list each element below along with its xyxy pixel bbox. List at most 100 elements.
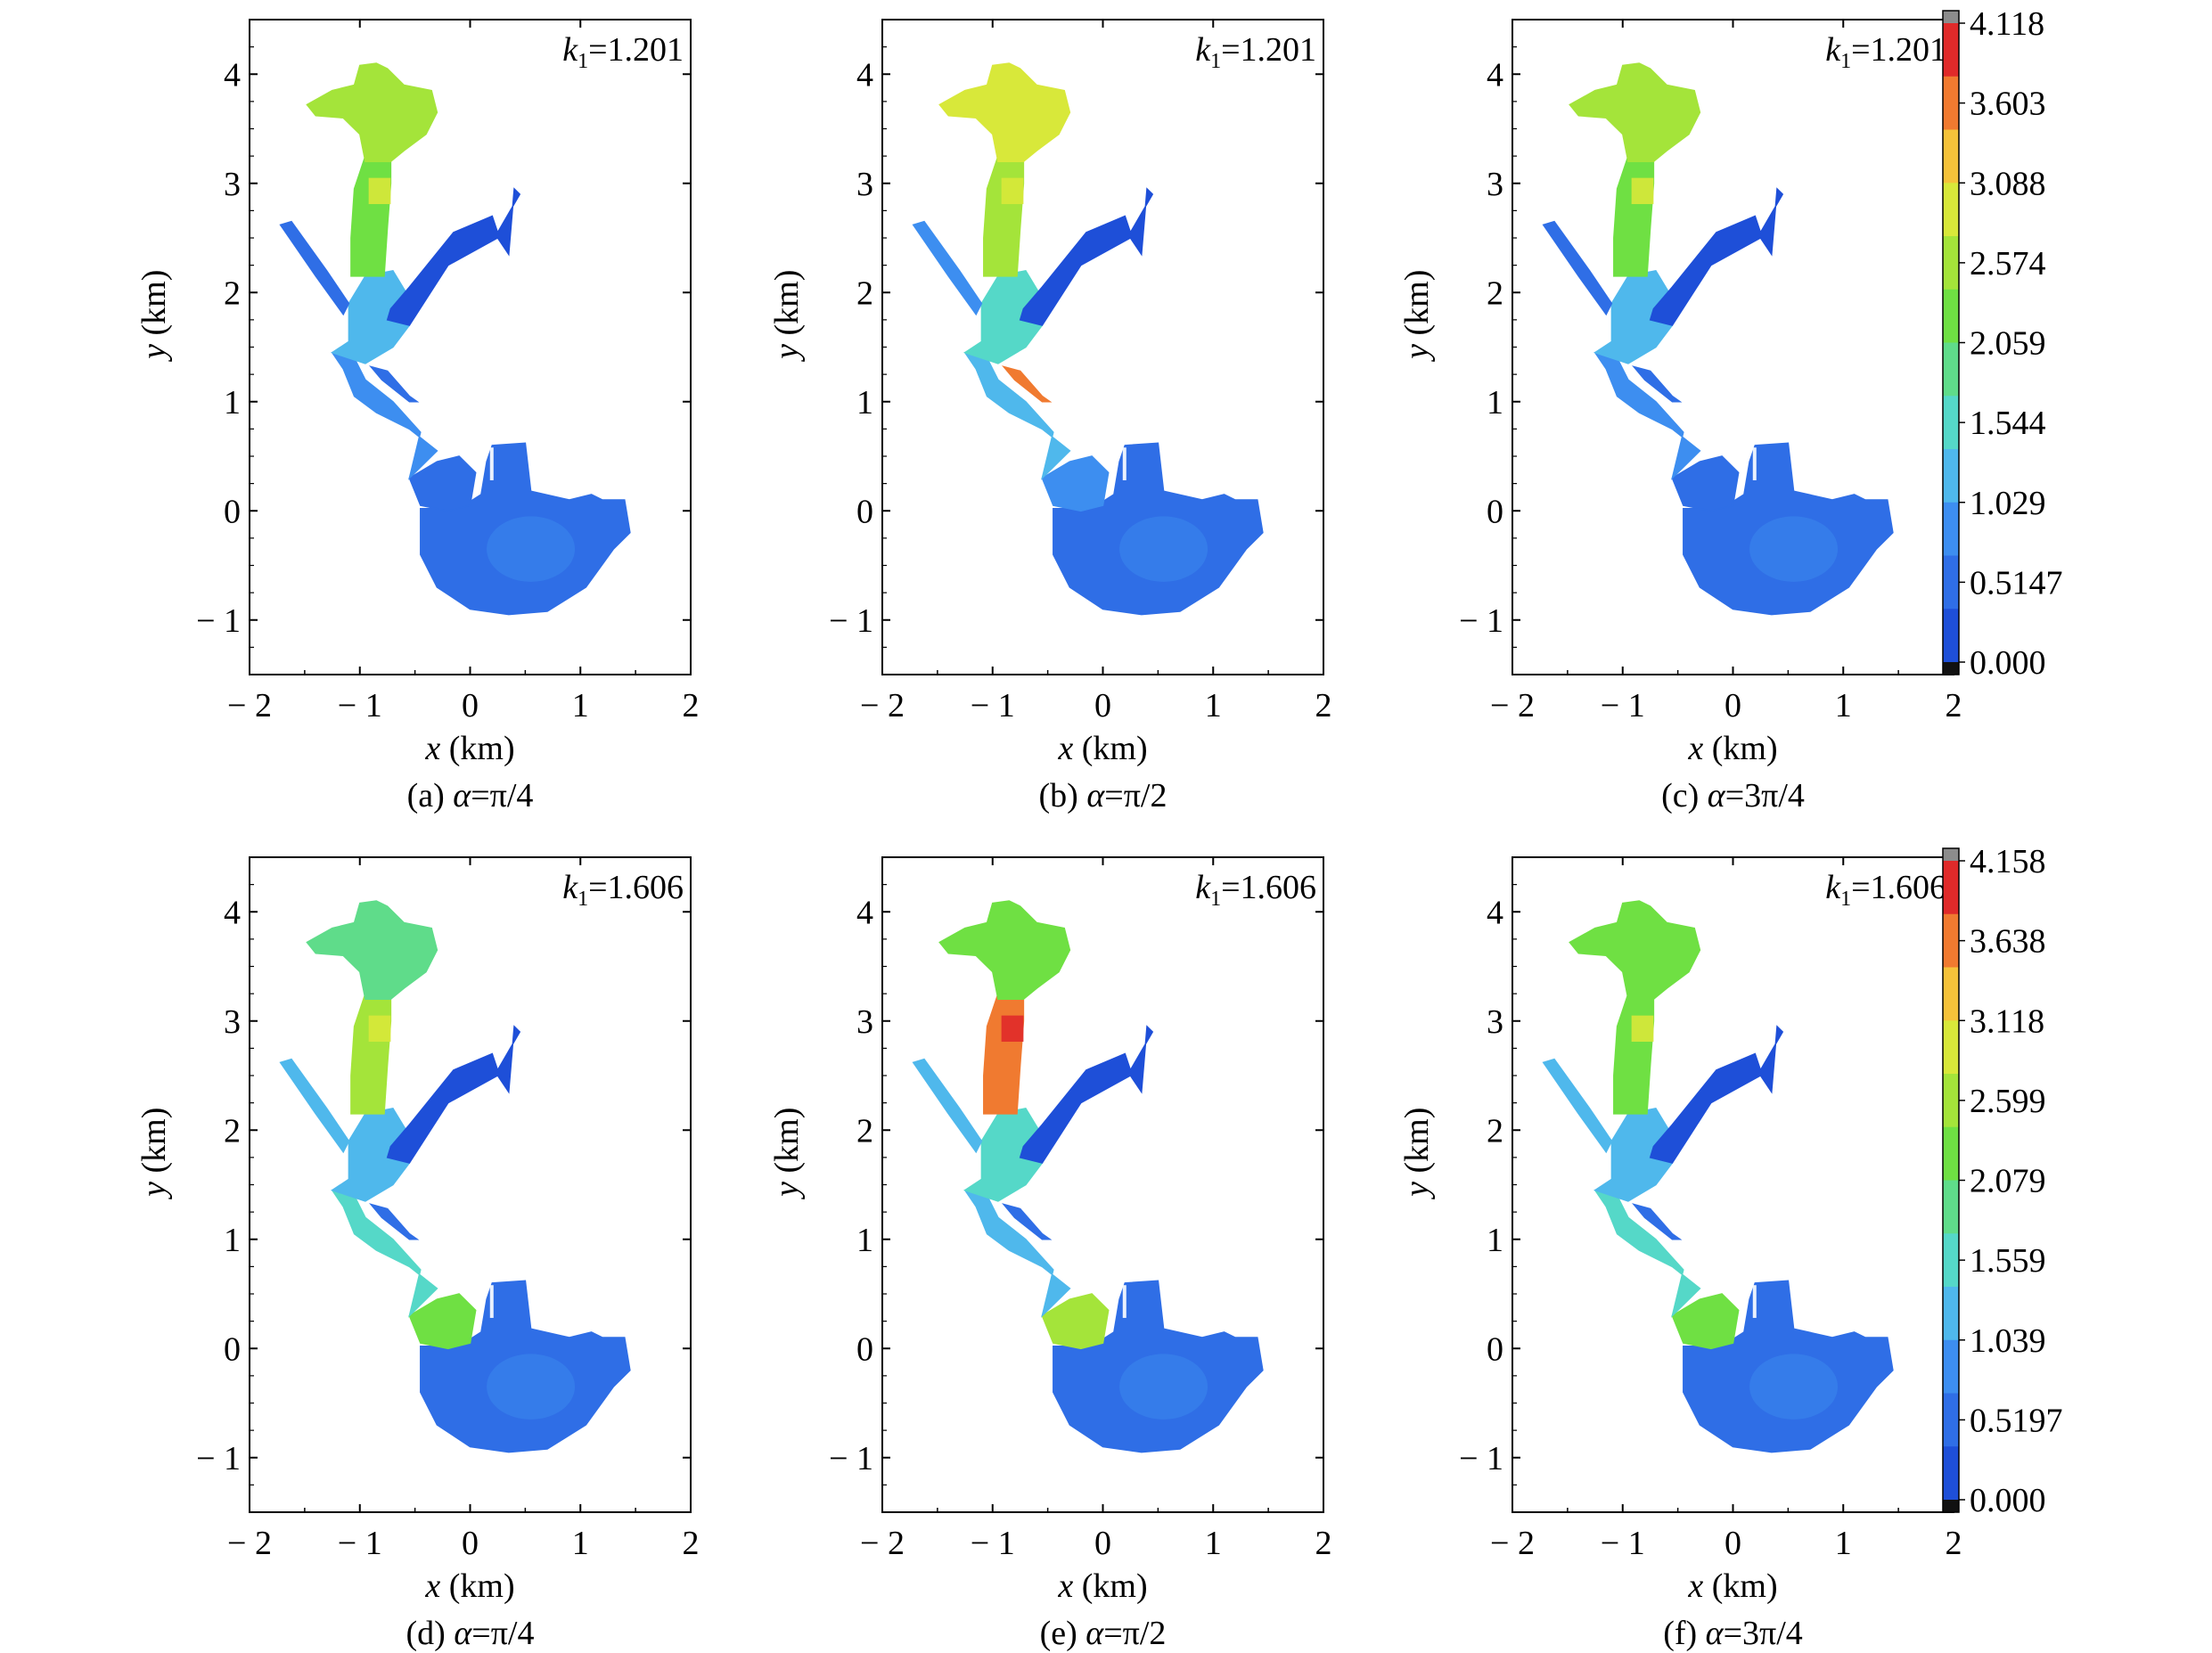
- y-tick-label: 3: [1487, 166, 1503, 203]
- x-tick-label: − 2: [1490, 687, 1535, 724]
- x-tick-label: − 1: [971, 1525, 1015, 1562]
- k-sub: 1: [1840, 50, 1851, 73]
- region-branch: [350, 993, 392, 1115]
- region-branch: [983, 155, 1025, 277]
- x-tick-label: − 1: [338, 687, 382, 724]
- y-tick-label: 0: [224, 493, 241, 530]
- region-ne: [1649, 187, 1784, 326]
- colorbar-segment: [1943, 236, 1959, 291]
- y-tick-label: 2: [224, 274, 241, 312]
- x-axis-label: x (km): [1057, 1567, 1147, 1605]
- k-sub: 1: [1840, 888, 1851, 911]
- colorbar-label: 0.000: [1970, 644, 2046, 682]
- region-west: [279, 220, 350, 316]
- y-axis-unit: (km): [1398, 1108, 1436, 1182]
- y-tick-label: 4: [856, 56, 873, 94]
- k-var: k: [1195, 869, 1211, 906]
- k-sub: 1: [578, 50, 588, 73]
- colorbar-label: 0.5147: [1970, 564, 2063, 601]
- y-tick-label: 0: [856, 1330, 873, 1368]
- k-var: k: [562, 869, 578, 906]
- pier-mark: [1752, 1285, 1757, 1318]
- y-axis-unit: (km): [1398, 270, 1436, 344]
- k-sub: 1: [1210, 50, 1221, 73]
- y-tick-label: 4: [856, 894, 873, 931]
- branch-detail: [1001, 177, 1024, 205]
- x-axis-var: x: [424, 1567, 440, 1605]
- y-axis-unit: (km): [135, 1108, 173, 1182]
- region-north: [938, 62, 1071, 162]
- k-var: k: [1825, 869, 1841, 906]
- x-tick-label: 2: [1946, 1525, 1962, 1562]
- colorbar-segment: [1943, 342, 1959, 397]
- k-sub: 1: [1210, 888, 1221, 911]
- region-branch: [1613, 993, 1655, 1115]
- panel-caption: (a) α=π/4: [407, 777, 534, 814]
- y-tick-label: 2: [856, 1112, 873, 1150]
- colorbar-segment: [1943, 555, 1959, 610]
- region-basin: [1683, 1280, 1894, 1453]
- colorbar-segment: [1943, 861, 1959, 915]
- colorbar-label: 3.638: [1970, 923, 2046, 961]
- colorbar-segment: [1943, 1287, 1959, 1341]
- region-neck: [1593, 346, 1701, 480]
- x-axis-var: x: [1687, 1567, 1703, 1605]
- colorbar-segment: [1943, 1446, 1959, 1501]
- caption-prefix: (b): [1039, 777, 1087, 814]
- x-tick-label: − 1: [971, 687, 1015, 724]
- y-axis-var: y: [135, 1182, 173, 1200]
- caption-var: α: [454, 1615, 472, 1652]
- x-tick-label: − 1: [338, 1525, 382, 1562]
- x-tick-label: − 1: [1601, 687, 1645, 724]
- basin-shade: [1119, 516, 1208, 582]
- caption-var: α: [1086, 777, 1105, 814]
- branch-detail: [368, 1015, 391, 1043]
- region-south: [1671, 455, 1740, 512]
- x-tick-label: 0: [1094, 1525, 1111, 1562]
- k-value: =1.201: [1221, 31, 1316, 69]
- k-label: k1=1.606: [1195, 869, 1316, 911]
- region-neck: [331, 346, 438, 480]
- x-axis-label: x (km): [1687, 730, 1777, 767]
- k-label: k1=1.606: [562, 869, 684, 911]
- y-tick-label: 4: [1487, 56, 1503, 94]
- y-tick-label: 3: [856, 166, 873, 203]
- x-tick-label: 0: [1725, 687, 1741, 724]
- x-axis-label: x (km): [1057, 730, 1147, 767]
- region-neck: [1593, 1183, 1701, 1318]
- colorbar-segment: [1943, 23, 1959, 78]
- caption-prefix: (d): [406, 1615, 455, 1652]
- y-axis-label: y (km): [768, 270, 806, 363]
- caption-prefix: (f): [1663, 1615, 1705, 1652]
- caption-var: α: [1086, 1615, 1104, 1652]
- colorbar-segment: [1943, 183, 1959, 237]
- y-axis-var: y: [768, 344, 806, 363]
- x-axis-label: x (km): [424, 730, 514, 767]
- pier-mark: [1122, 447, 1126, 480]
- basin-shade: [1749, 1354, 1839, 1420]
- pier-mark: [1122, 1285, 1126, 1318]
- colorbar-label: 4.158: [1970, 843, 2046, 880]
- colorbar-segment: [1943, 609, 1959, 663]
- caption-value: =π/2: [1103, 1615, 1166, 1652]
- region-north: [938, 900, 1071, 1001]
- region-spit: [1001, 365, 1053, 403]
- colorbar-bottom: 4.158 3.638 3.118 2.599 2.079 1.559 1.039 0.519…: [1942, 843, 2063, 1519]
- x-axis-var: x: [424, 730, 440, 767]
- x-axis-unit: (km): [1073, 730, 1147, 767]
- region-north: [306, 900, 438, 1001]
- region-spit: [1001, 1203, 1053, 1240]
- pier-mark: [489, 1285, 494, 1318]
- k-value: =1.606: [588, 869, 684, 906]
- colorbar-label: 3.603: [1970, 86, 2046, 123]
- y-tick-label: 0: [1487, 1330, 1503, 1368]
- caption-value: =π/4: [471, 777, 533, 814]
- x-tick-label: − 1: [1601, 1525, 1645, 1562]
- x-tick-label: − 2: [1490, 1525, 1535, 1562]
- panel-caption: (d) α=π/4: [406, 1615, 535, 1652]
- y-tick-label: 4: [224, 894, 241, 931]
- region-basin: [1053, 442, 1264, 616]
- region-throat: [963, 1107, 1044, 1202]
- k-value: =1.606: [1851, 869, 1946, 906]
- y-tick-label: 3: [856, 1003, 873, 1041]
